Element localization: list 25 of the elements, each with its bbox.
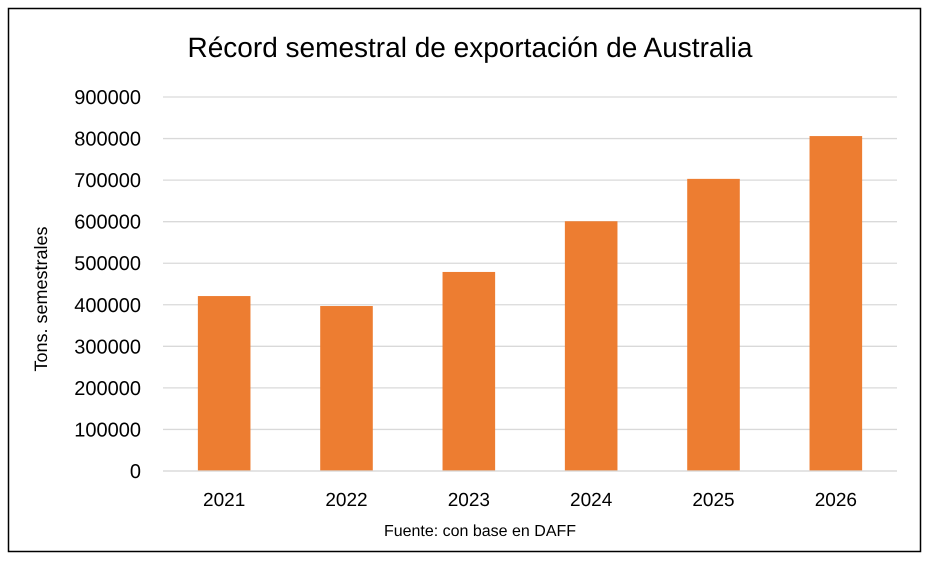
x-tick-label: 2023 [448,490,490,511]
y-tick-label: 400000 [74,294,141,317]
bar [198,296,250,471]
y-tick-label: 600000 [74,212,141,234]
bar [442,272,496,471]
x-tick-label: 2022 [325,490,368,511]
x-tick-label: 2021 [203,490,246,511]
x-tick-label: 2025 [692,490,735,511]
y-tick-label: 300000 [74,336,141,358]
y-tick-label: 0 [130,461,141,483]
x-tick-label: 2024 [570,490,613,511]
source-note: Fuente: con base en DAFF [384,523,576,540]
bar [810,136,862,471]
y-tick-label: 700000 [74,170,141,192]
bar [564,221,618,471]
y-axis-title: Tons. semestrales [31,226,51,372]
y-tick-label: 200000 [74,378,141,400]
y-tick-label: 900000 [74,87,141,109]
y-tick-label: 100000 [74,419,141,442]
x-tick-label: 2026 [814,490,857,511]
chart-title: Récord semestral de exportación de Australia [188,32,753,63]
bar [320,306,373,471]
bar [687,178,740,471]
y-tick-label: 500000 [74,253,141,276]
y-tick-label: 800000 [74,128,141,151]
